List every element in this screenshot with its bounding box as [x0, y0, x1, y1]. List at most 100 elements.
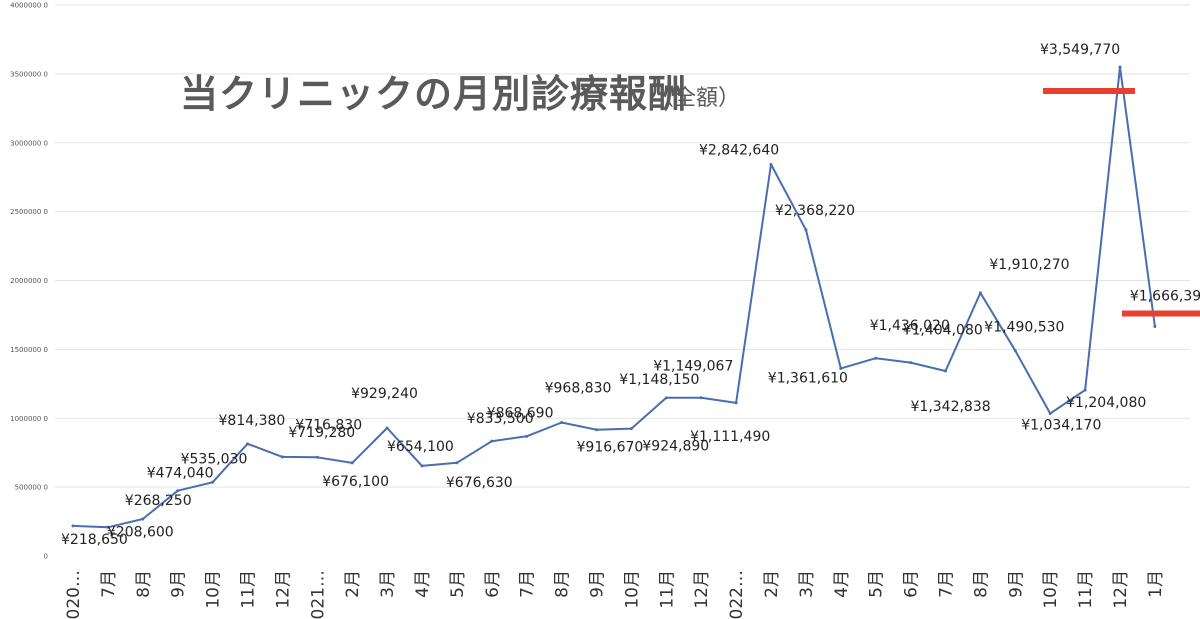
data-label: ¥1,034,170	[1021, 418, 1101, 434]
data-point	[699, 396, 703, 400]
highlight-markers	[1043, 88, 1200, 317]
data-point	[490, 439, 494, 443]
data-point	[769, 162, 773, 166]
data-point	[734, 401, 738, 405]
data-label: ¥968,830	[545, 381, 612, 397]
data-label: ¥1,149,067	[653, 359, 733, 375]
x-tick-label: 2021…	[308, 570, 328, 619]
x-tick-label: 12月	[692, 570, 712, 609]
x-tick-label: 10月	[622, 570, 642, 609]
data-point	[315, 455, 319, 459]
y-tick-label: 0	[44, 553, 48, 561]
data-point	[1013, 349, 1017, 353]
data-point	[525, 434, 529, 438]
data-label: ¥1,111,490	[690, 429, 770, 445]
x-tick-label: 11月	[657, 570, 677, 609]
x-tick-label: 11月	[1076, 570, 1096, 609]
data-point	[141, 517, 145, 521]
x-tick-label: 2020…	[64, 570, 84, 619]
x-tick-label: 7月	[518, 570, 538, 598]
data-label: ¥833,500	[467, 411, 534, 427]
data-point	[106, 525, 110, 529]
x-tick-label: 1月	[1146, 570, 1166, 598]
data-point	[455, 461, 459, 465]
data-label: ¥3,549,770	[1040, 42, 1120, 58]
data-point	[978, 291, 982, 295]
y-tick-label: 3000000 0	[10, 139, 48, 147]
data-label: ¥1,910,270	[989, 257, 1069, 273]
x-tick-label: 3月	[378, 570, 398, 598]
x-tick-label: 12月	[1111, 570, 1131, 609]
data-point	[385, 426, 389, 430]
y-axis: 0 500000 0 1000000 0 1500000 0 2000000 0 2500…	[10, 2, 48, 561]
data-label: ¥1,342,838	[911, 399, 991, 415]
x-tick-label: 9月	[169, 570, 189, 598]
data-label: ¥535,030	[181, 451, 248, 467]
y-tick-label: 4000000 0	[10, 2, 48, 10]
data-label: ¥868,690	[487, 405, 554, 421]
x-tick-label: 8月	[134, 570, 154, 598]
x-tick-label: 2月	[762, 570, 782, 598]
data-point	[909, 361, 913, 365]
x-tick-label: 9月	[1006, 570, 1026, 598]
data-point	[280, 455, 284, 459]
data-label: ¥474,040	[147, 466, 214, 482]
data-label: ¥208,600	[107, 524, 174, 540]
data-point	[560, 421, 564, 425]
data-point	[1048, 412, 1052, 416]
data-point	[420, 464, 424, 468]
x-tick-label: 8月	[971, 570, 991, 598]
data-point	[595, 428, 598, 432]
x-tick-label: 9月	[588, 570, 608, 598]
series-line	[72, 66, 1156, 529]
data-label: ¥924,890	[642, 439, 709, 455]
x-tick-label: 12月	[273, 570, 293, 609]
x-tick-label: 6月	[483, 570, 503, 598]
data-point	[874, 356, 878, 360]
data-label: ¥929,240	[351, 386, 418, 402]
data-label: ¥2,842,640	[699, 142, 779, 158]
x-axis: 2020… 7月 8月 9月 10月 11月 12月 2021… 2月 3月 4月 5月 6月 7月 8月 9…	[64, 570, 1166, 619]
data-label: ¥1,148,150	[619, 372, 699, 388]
data-point	[1118, 65, 1122, 69]
data-label: ¥218,650	[61, 532, 128, 548]
data-point	[1153, 324, 1157, 328]
data-label: ¥1,404,080	[903, 323, 983, 339]
grid	[55, 4, 1190, 488]
data-point	[71, 524, 75, 528]
x-tick-label: 5月	[448, 570, 468, 598]
y-tick-label: 1500000 0	[10, 346, 48, 354]
y-tick-label: 500000 0	[15, 484, 48, 492]
chart-subtitle: （全額）	[652, 86, 740, 111]
y-tick-label: 2500000 0	[10, 208, 48, 216]
data-label: ¥1,361,610	[768, 370, 848, 386]
x-tick-label: 6月	[902, 570, 922, 598]
data-label: ¥1,436,020	[870, 318, 950, 334]
x-tick-label: 4月	[832, 570, 852, 598]
x-tick-label: 5月	[867, 570, 887, 598]
x-tick-label: 4月	[413, 570, 433, 598]
data-label: ¥676,100	[322, 474, 389, 490]
data-point	[804, 228, 808, 232]
data-point	[176, 489, 180, 493]
x-tick-label: 11月	[239, 570, 259, 609]
x-tick-label: 10月	[1041, 570, 1061, 609]
data-label: ¥814,380	[219, 413, 286, 429]
data-point	[350, 461, 354, 465]
data-point	[664, 396, 668, 400]
y-tick-label: 2000000 0	[10, 277, 48, 285]
data-point	[1083, 388, 1087, 392]
data-point	[246, 442, 249, 446]
series	[71, 65, 1157, 529]
data-label: ¥654,100	[387, 439, 454, 455]
x-tick-label: 2月	[343, 570, 363, 598]
x-tick-label: 8月	[553, 570, 573, 598]
data-label: ¥2,368,220	[775, 203, 855, 219]
data-label: ¥268,250	[125, 493, 192, 509]
data-label: ¥1,666,390	[1130, 288, 1200, 304]
data-point	[839, 366, 843, 370]
x-tick-label: 7月	[99, 570, 119, 598]
data-label: ¥916,670	[577, 440, 644, 456]
data-point	[629, 427, 633, 431]
